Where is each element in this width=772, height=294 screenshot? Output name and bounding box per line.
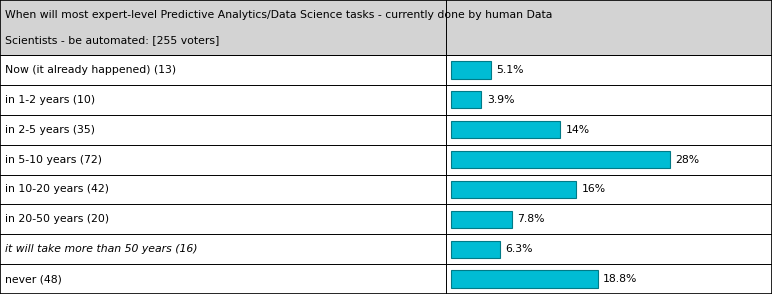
Text: When will most expert-level Predictive Analytics/Data Science tasks - currently : When will most expert-level Predictive A… [5,10,553,20]
Text: Now (it already happened) (13): Now (it already happened) (13) [5,65,177,75]
Bar [451,61,491,78]
Text: in 2-5 years (35): in 2-5 years (35) [5,125,96,135]
Bar [0,175,772,204]
Text: 28%: 28% [676,155,699,165]
Text: 16%: 16% [581,184,605,194]
Bar [0,264,772,294]
Bar [0,115,772,145]
Bar [451,91,481,108]
Text: 14%: 14% [566,125,590,135]
Text: in 5-10 years (72): in 5-10 years (72) [5,155,103,165]
Bar [0,0,772,55]
Bar [451,181,576,198]
Bar [451,151,670,168]
Text: in 10-20 years (42): in 10-20 years (42) [5,184,110,194]
Bar [0,145,772,175]
Text: 5.1%: 5.1% [496,65,523,75]
Bar [0,204,772,234]
Bar [451,270,598,288]
Bar [0,55,772,85]
Text: 7.8%: 7.8% [517,214,545,224]
Bar [451,240,500,258]
Bar [451,211,512,228]
Text: it will take more than 50 years (16): it will take more than 50 years (16) [5,244,198,254]
Text: 3.9%: 3.9% [486,95,514,105]
Text: in 1-2 years (10): in 1-2 years (10) [5,95,96,105]
Bar [0,234,772,264]
Bar [0,85,772,115]
Text: never (48): never (48) [5,274,63,284]
Text: 6.3%: 6.3% [506,244,533,254]
Text: 18.8%: 18.8% [603,274,638,284]
Text: Scientists - be automated: [255 voters]: Scientists - be automated: [255 voters] [5,35,220,45]
Bar [451,121,560,138]
Text: in 20-50 years (20): in 20-50 years (20) [5,214,110,224]
